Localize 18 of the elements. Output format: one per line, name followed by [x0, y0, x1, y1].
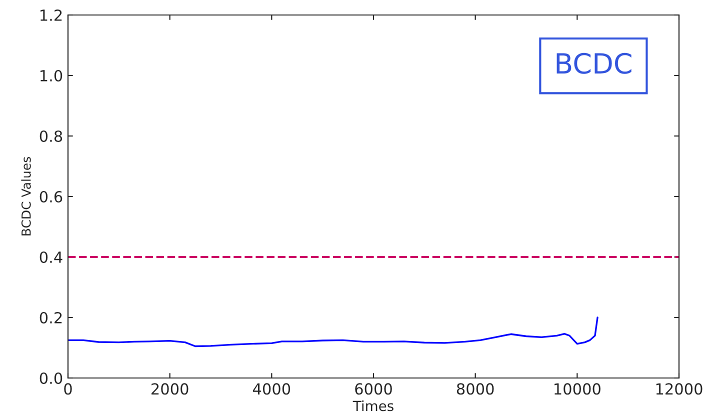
x-tick-label: 12000: [656, 383, 702, 395]
y-tick-label: 0.6: [40, 190, 62, 203]
x-tick-label: 0: [64, 383, 72, 395]
y-axis-title: BCDC Values: [21, 156, 31, 236]
x-tick-label: 4000: [252, 383, 290, 395]
line-series: [68, 316, 598, 348]
y-tick-label: 1.2: [40, 9, 62, 21]
y-tick-label: 0.4: [40, 251, 62, 264]
x-tick-label: 10000: [554, 383, 600, 395]
x-tick-label: 2000: [152, 383, 188, 395]
y-tick-label: 0.0: [40, 372, 62, 384]
y-tick-label: 0.2: [40, 312, 62, 324]
y-tick-label: 1.0: [40, 70, 62, 82]
y-tick-label: 0.8: [40, 130, 62, 142]
x-tick-label: 8000: [456, 383, 494, 395]
x-axis-title: Times: [352, 400, 394, 412]
x-tick-label: 6000: [355, 383, 392, 395]
annotation: BCDC: [556, 52, 632, 74]
